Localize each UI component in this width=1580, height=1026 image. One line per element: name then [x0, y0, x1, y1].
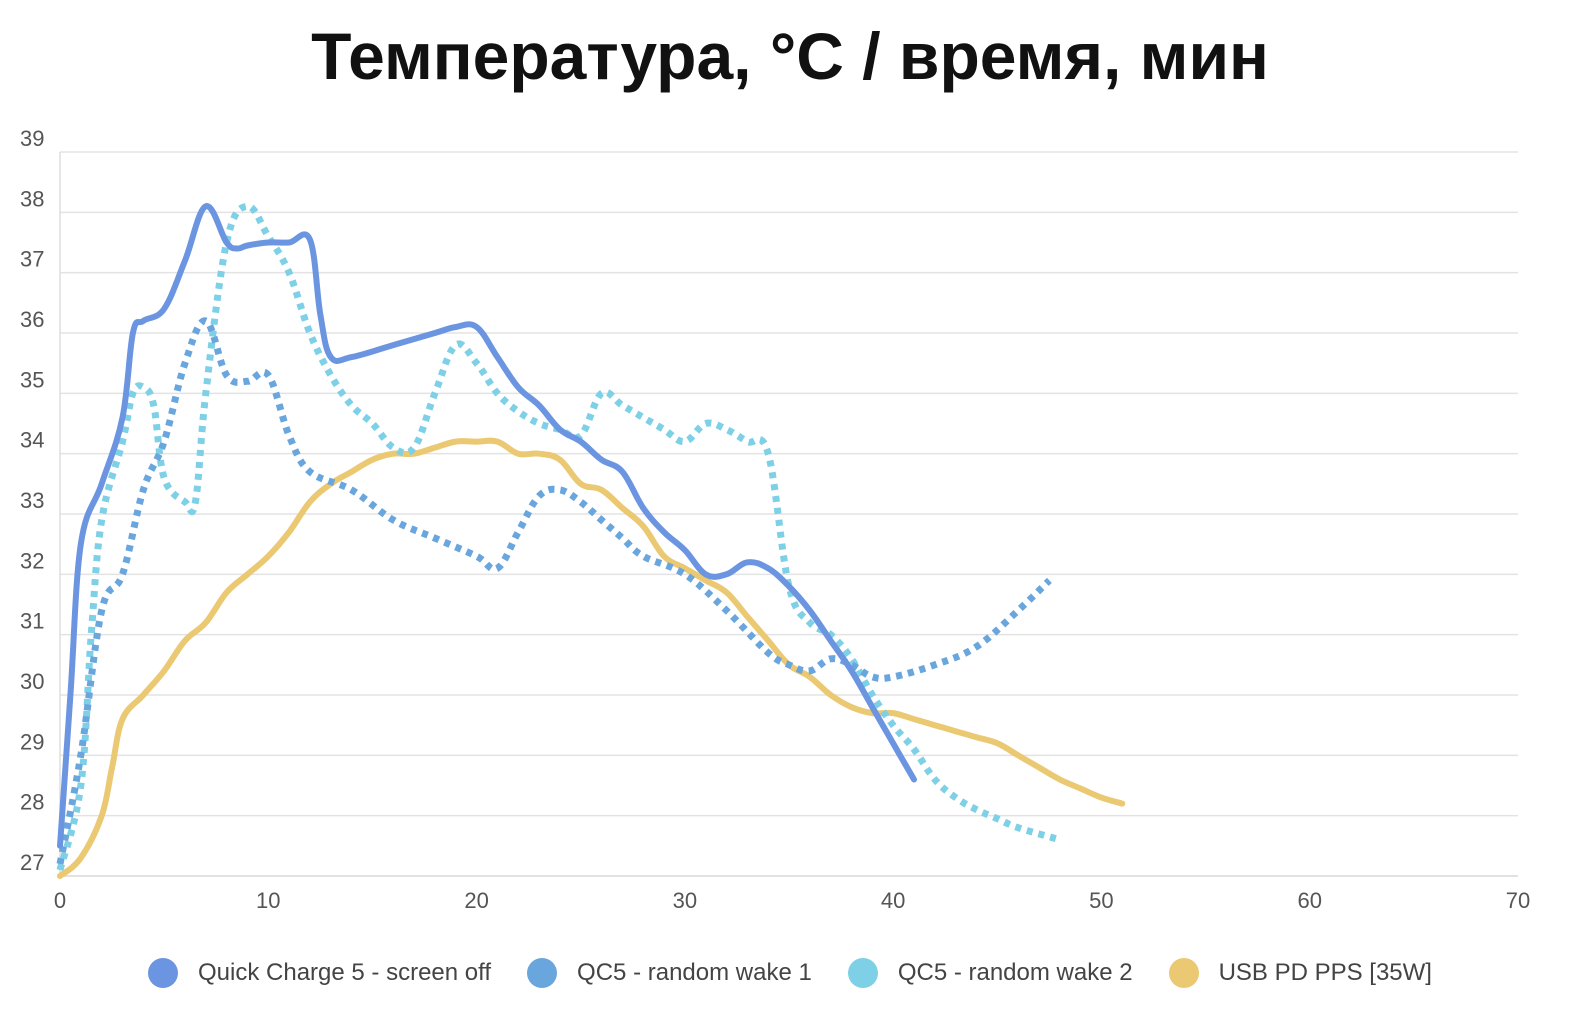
y-tick-label: 32: [20, 548, 44, 573]
y-axis-ticks: 27 28 29 30 31 32 33 34 35 36 37 38 39: [20, 126, 44, 875]
x-tick-label: 60: [1297, 888, 1321, 913]
chart-title: Температура, °C / время, мин: [311, 19, 1269, 93]
x-tick-label: 70: [1506, 888, 1530, 913]
series-line-2: [56, 317, 1052, 865]
legend-item-4[interactable]: USB PD PPS [35W]: [1168, 958, 1432, 988]
legend-item-3[interactable]: QC5 - random wake 2: [847, 958, 1133, 988]
series-line-3: [56, 202, 1061, 871]
y-tick-label: 34: [20, 428, 44, 453]
series-line-4: [57, 437, 1126, 879]
y-tick-label: 38: [20, 186, 44, 211]
x-tick-label: 40: [881, 888, 905, 913]
legend-item-2[interactable]: QC5 - random wake 1: [527, 958, 812, 988]
legend-swatch: [527, 958, 558, 988]
legend-label: USB PD PPS [35W]: [1218, 959, 1432, 986]
y-tick-label: 33: [20, 488, 44, 513]
legend-swatch: [847, 958, 878, 988]
y-tick-label: 27: [20, 850, 44, 875]
y-tick-label: 28: [20, 790, 44, 815]
y-tick-label: 29: [20, 729, 44, 754]
legend-label: QC5 - random wake 1: [577, 959, 812, 986]
legend-label: Quick Charge 5 - screen off: [198, 959, 492, 986]
legend-item-1[interactable]: Quick Charge 5 - screen off: [148, 958, 491, 988]
x-tick-label: 0: [54, 888, 66, 913]
legend-label: QC5 - random wake 2: [897, 959, 1133, 986]
y-tick-label: 39: [20, 126, 44, 151]
x-tick-label: 20: [464, 888, 488, 913]
y-tick-label: 37: [20, 247, 44, 272]
x-tick-label: 30: [673, 888, 697, 913]
series-lines: [56, 202, 1126, 879]
y-tick-label: 36: [20, 307, 44, 332]
y-tick-label: 30: [20, 669, 44, 694]
y-tick-label: 35: [20, 367, 44, 392]
axis-lines: [59, 152, 1518, 877]
grid-lines: [60, 151, 1518, 877]
x-axis-ticks: 0 10 20 30 40 50 60 70: [54, 888, 1530, 913]
legend-swatch: [1168, 958, 1199, 988]
legend-swatch: [148, 958, 179, 988]
x-tick-label: 50: [1089, 888, 1113, 913]
series-line-1: [57, 203, 917, 849]
x-tick-label: 10: [256, 888, 280, 913]
y-tick-label: 31: [20, 609, 44, 634]
legend: Quick Charge 5 - screen off QC5 - random …: [0, 958, 1580, 988]
